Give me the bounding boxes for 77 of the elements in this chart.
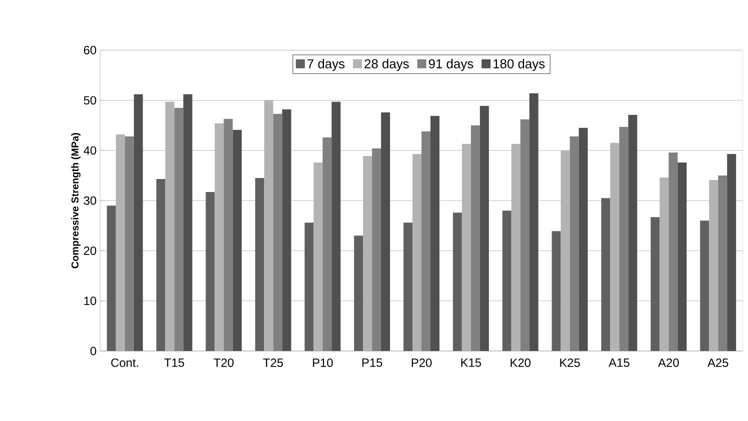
legend-label: 180 days <box>494 58 545 71</box>
bar <box>430 116 440 351</box>
bar <box>273 114 282 351</box>
bar <box>156 178 166 351</box>
bar <box>304 222 314 351</box>
y-tick-label: 60 <box>84 46 96 54</box>
bar <box>709 180 718 351</box>
bar <box>601 198 610 351</box>
bar <box>668 152 678 351</box>
bar <box>421 131 430 351</box>
bar <box>529 93 538 351</box>
bar <box>552 231 561 351</box>
bar <box>116 134 125 351</box>
bar <box>570 136 579 351</box>
bar <box>363 156 372 351</box>
bar <box>560 150 570 351</box>
bar <box>578 128 588 351</box>
x-tick-label: K20 <box>510 358 531 367</box>
bar <box>610 142 620 351</box>
y-tick-label: 10 <box>84 296 96 305</box>
x-tick-label: K25 <box>560 358 580 367</box>
bar <box>628 114 638 351</box>
bar <box>660 177 669 351</box>
bar <box>332 102 341 351</box>
x-tick-label: A25 <box>707 358 728 367</box>
y-tick-label: 0 <box>90 346 96 356</box>
bar <box>452 212 462 351</box>
y-tick-label: 30 <box>84 196 96 205</box>
x-tick-label: A15 <box>608 358 630 367</box>
bar <box>206 192 215 351</box>
legend-label: 7 days <box>308 58 345 71</box>
bar <box>470 125 480 351</box>
bar <box>106 206 116 351</box>
x-tick-label: Cont. <box>111 358 138 367</box>
bar <box>255 178 264 351</box>
bar <box>322 137 332 351</box>
bar <box>282 109 292 351</box>
y-tick-label: 50 <box>84 96 96 104</box>
bar <box>232 130 242 351</box>
bar <box>165 102 174 351</box>
bar <box>700 220 710 351</box>
bar <box>214 123 224 351</box>
x-tick-label: T20 <box>214 358 234 367</box>
y-axis-title: Compressive Strength (MPa) <box>71 132 81 268</box>
bar <box>650 217 660 351</box>
bar <box>678 162 687 351</box>
bar <box>264 100 274 351</box>
x-tick-label: P10 <box>312 358 333 367</box>
bar <box>314 162 323 351</box>
bar <box>480 106 489 351</box>
bar <box>502 210 512 351</box>
x-tick-label: P20 <box>412 358 432 367</box>
y-tick-label: 20 <box>84 246 96 255</box>
legend-label: 28 days <box>364 58 409 71</box>
bar <box>511 144 520 351</box>
x-tick-label: T15 <box>164 358 184 367</box>
bar <box>354 236 364 351</box>
bar <box>718 175 728 351</box>
bar <box>727 154 736 351</box>
x-tick-label: T25 <box>263 358 283 367</box>
bar <box>462 144 471 351</box>
bar <box>174 108 184 351</box>
bar <box>412 154 422 351</box>
bar <box>183 94 192 351</box>
bar <box>372 148 382 351</box>
bar <box>124 136 134 351</box>
bar <box>619 126 628 351</box>
y-tick-label: 40 <box>84 146 96 155</box>
bar <box>381 112 390 351</box>
x-tick-label: A20 <box>658 358 679 367</box>
legend-label: 91 days <box>428 58 474 71</box>
x-tick-label: P15 <box>362 358 382 367</box>
bar <box>224 118 233 351</box>
bar <box>520 119 530 351</box>
x-tick-label: K15 <box>461 358 482 367</box>
bar <box>403 222 412 351</box>
bar <box>134 94 143 351</box>
